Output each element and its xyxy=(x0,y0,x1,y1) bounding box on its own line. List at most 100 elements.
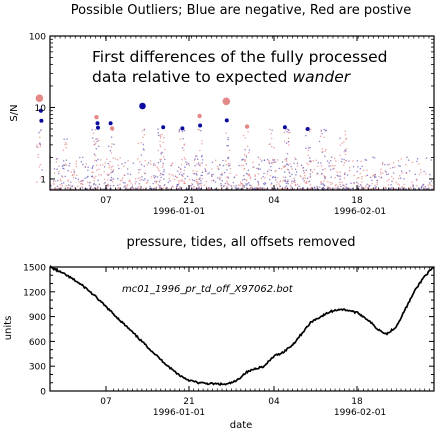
background-point xyxy=(181,146,184,149)
background-point xyxy=(92,132,95,134)
background-point xyxy=(212,179,215,182)
background-point xyxy=(362,169,365,171)
background-point xyxy=(61,176,64,178)
background-point xyxy=(249,178,252,180)
background-point xyxy=(110,136,113,138)
background-point xyxy=(250,187,252,189)
background-point xyxy=(94,154,97,157)
background-point xyxy=(158,188,161,190)
background-point xyxy=(359,172,362,175)
background-point xyxy=(430,159,432,161)
background-point xyxy=(273,159,276,161)
background-point xyxy=(315,159,317,161)
background-point xyxy=(64,163,67,165)
background-point xyxy=(72,176,75,179)
background-point xyxy=(157,168,160,170)
background-point xyxy=(220,184,223,187)
background-point xyxy=(345,159,347,162)
background-point xyxy=(323,174,325,177)
background-point xyxy=(339,144,342,146)
background-point xyxy=(124,182,126,184)
background-point xyxy=(392,172,395,174)
background-point xyxy=(324,130,327,132)
background-point xyxy=(93,153,96,155)
background-point xyxy=(245,156,248,158)
background-point xyxy=(248,181,250,184)
background-point xyxy=(399,165,401,167)
background-point xyxy=(195,178,198,180)
background-point xyxy=(235,184,237,187)
background-point xyxy=(108,164,111,167)
background-point xyxy=(241,182,243,185)
background-point xyxy=(98,183,101,185)
background-point xyxy=(211,161,214,164)
background-point xyxy=(173,178,176,180)
background-point xyxy=(200,155,203,158)
background-point xyxy=(339,181,341,183)
background-point xyxy=(162,141,164,143)
background-point xyxy=(85,163,88,165)
background-point xyxy=(39,142,41,144)
background-point xyxy=(197,184,199,186)
background-point xyxy=(257,156,260,158)
y-tick-label: 1 xyxy=(40,175,46,185)
background-point xyxy=(284,165,287,168)
background-point xyxy=(185,163,188,166)
background-point xyxy=(380,168,382,171)
background-point xyxy=(208,172,210,174)
background-point xyxy=(364,187,366,190)
background-point xyxy=(282,176,285,178)
background-point xyxy=(142,136,144,139)
background-point xyxy=(205,164,208,166)
background-point xyxy=(257,181,260,184)
background-point xyxy=(323,180,325,182)
background-point xyxy=(55,161,58,163)
background-point xyxy=(159,140,161,143)
background-point xyxy=(201,177,204,180)
background-point xyxy=(134,182,137,185)
background-point xyxy=(425,157,428,159)
background-point xyxy=(264,182,266,184)
background-point xyxy=(69,181,72,183)
x-tick-day-label: 18 xyxy=(351,196,363,206)
background-point xyxy=(93,140,95,143)
background-point xyxy=(337,185,339,188)
background-point xyxy=(234,187,237,189)
background-point xyxy=(63,164,66,166)
background-point xyxy=(161,151,164,154)
background-point xyxy=(360,185,363,187)
background-point xyxy=(338,188,341,190)
background-point xyxy=(359,183,362,186)
background-point xyxy=(302,166,305,169)
background-point xyxy=(283,171,286,173)
top-x-ticks: 07 21 04 18 1996-01-01 1996-02-01 xyxy=(54,36,430,217)
background-point xyxy=(200,180,202,182)
background-point xyxy=(201,162,203,164)
background-point xyxy=(177,179,180,182)
background-point xyxy=(93,177,96,179)
background-point xyxy=(183,180,185,183)
background-point xyxy=(403,183,405,185)
background-point xyxy=(343,141,345,143)
background-point xyxy=(400,170,403,172)
background-point xyxy=(91,137,94,139)
background-point xyxy=(270,182,273,184)
background-point xyxy=(107,183,110,186)
background-point xyxy=(39,177,42,179)
background-point xyxy=(65,146,67,149)
background-point xyxy=(159,179,161,181)
background-point xyxy=(330,183,332,186)
background-point xyxy=(365,159,368,161)
background-point xyxy=(59,184,61,186)
background-point xyxy=(254,187,256,189)
background-point xyxy=(194,165,196,167)
background-point xyxy=(226,169,228,171)
background-point xyxy=(274,187,277,190)
background-point xyxy=(356,160,359,162)
background-point xyxy=(345,188,348,190)
background-point xyxy=(316,173,318,176)
background-point xyxy=(160,158,162,160)
background-point xyxy=(141,175,143,178)
background-point xyxy=(268,128,271,130)
background-point xyxy=(254,175,256,177)
